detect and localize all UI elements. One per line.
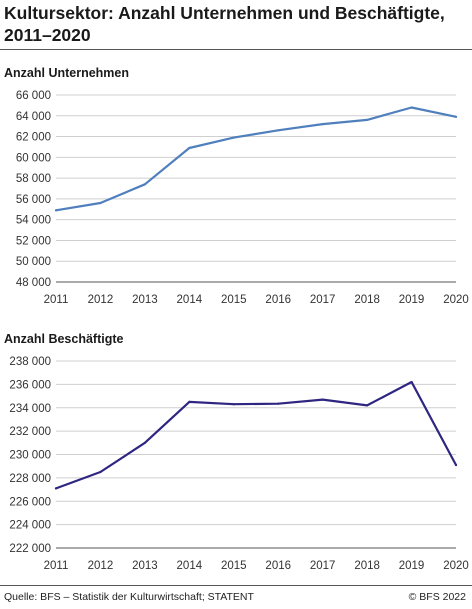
x-tick-label: 2018 [354, 294, 380, 306]
y-tick-label: 230 000 [9, 450, 51, 462]
data-point [143, 441, 146, 444]
x-tick-label: 2013 [132, 560, 158, 572]
data-point [232, 403, 235, 406]
y-tick-label: 52 000 [16, 235, 51, 247]
data-point [321, 398, 324, 401]
data-point [454, 463, 458, 467]
series-line [54, 106, 458, 212]
y-tick-label: 228 000 [9, 473, 51, 485]
x-tick-label: 2020 [443, 560, 469, 572]
chart-title: Kultursektor: Anzahl Unternehmen und Bes… [4, 3, 445, 45]
x-tick-label: 2011 [44, 294, 69, 306]
y-tick-label: 236 000 [9, 379, 51, 391]
data-point [410, 106, 413, 109]
y-tick-label: 54 000 [16, 215, 51, 227]
y-tick-label: 50 000 [16, 256, 51, 268]
y-tick-label: 64 000 [16, 111, 51, 123]
y-tick-label: 226 000 [9, 496, 51, 508]
panel-title: Anzahl Beschäftigte [4, 332, 124, 346]
data-point [277, 129, 280, 132]
x-tick-label: 2019 [399, 560, 425, 572]
y-tick-label: 224 000 [9, 520, 51, 532]
x-tick-label: 2015 [221, 560, 247, 572]
data-point [143, 183, 146, 186]
data-point [454, 115, 458, 118]
x-tick-label: 2014 [177, 294, 203, 306]
y-tick-label: 222 000 [9, 543, 51, 555]
data-point [366, 404, 369, 407]
x-tick-label: 2014 [177, 560, 203, 572]
x-tick-label: 2012 [88, 560, 114, 572]
series-line [54, 380, 458, 490]
title-divider [0, 49, 472, 50]
y-tick-label: 234 000 [9, 403, 51, 415]
chart-2: Anzahl Beschäftigte 222 000 224 000 226 000… [4, 332, 469, 572]
x-tick-label: 2017 [310, 560, 336, 572]
data-point [188, 400, 191, 404]
data-point [232, 136, 235, 139]
x-tick-label: 2020 [443, 294, 469, 306]
y-tick-label: 60 000 [16, 152, 51, 164]
copyright-note: © BFS 2022 [408, 591, 466, 603]
data-point [54, 209, 58, 212]
x-tick-label: 2016 [265, 560, 291, 572]
y-tick-label: 62 000 [16, 132, 51, 144]
data-point [99, 201, 102, 205]
x-tick-label: 2015 [221, 294, 247, 306]
data-point [366, 118, 369, 122]
x-tick-label: 2018 [354, 560, 380, 572]
x-tick-label: 2011 [44, 560, 69, 572]
y-tick-label: 56 000 [16, 194, 51, 206]
data-point [54, 487, 58, 490]
x-tick-label: 2017 [310, 294, 336, 306]
y-tick-label: 232 000 [9, 426, 51, 438]
data-point [99, 470, 102, 474]
panel-title: Anzahl Unternehmen [4, 66, 129, 80]
x-tick-label: 2012 [88, 294, 114, 306]
y-tick-label: 238 000 [9, 356, 51, 368]
data-point [410, 380, 413, 384]
data-point [188, 146, 191, 150]
y-tick-label: 66 000 [16, 90, 51, 102]
data-point [321, 122, 324, 126]
x-tick-label: 2019 [399, 294, 425, 306]
x-tick-label: 2013 [132, 294, 158, 306]
footer-divider [0, 585, 472, 586]
y-tick-label: 48 000 [16, 277, 51, 289]
chart-1: Anzahl Unternehmen 48 000 50 000 52 000 54 0… [4, 66, 469, 306]
y-tick-label: 58 000 [16, 173, 51, 185]
data-point [277, 402, 280, 405]
x-tick-label: 2016 [265, 294, 291, 306]
source-note: Quelle: BFS – Statistik der Kulturwirtsc… [4, 591, 254, 603]
